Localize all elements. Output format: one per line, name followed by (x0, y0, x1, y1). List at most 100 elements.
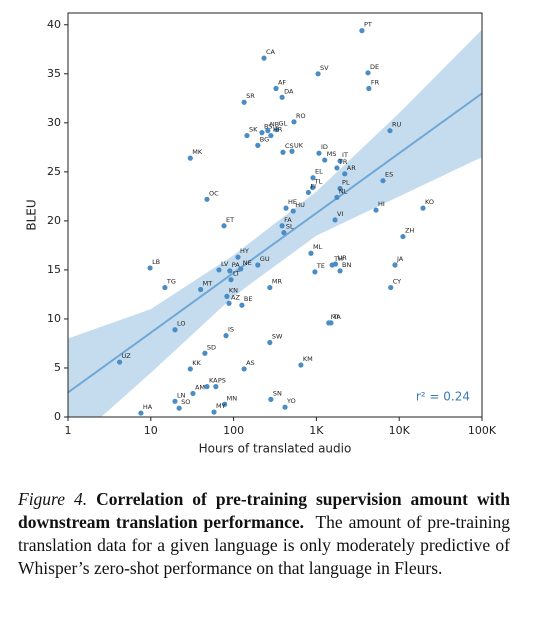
point-label: CY (393, 278, 401, 286)
point (221, 223, 227, 229)
y-tick-label: 15 (47, 263, 61, 276)
point (172, 327, 178, 333)
point (187, 155, 193, 161)
point-label: GL (279, 120, 288, 128)
point-label: FI (310, 182, 316, 190)
point-label: AZ (231, 293, 240, 301)
point (308, 250, 314, 256)
y-tick-label: 5 (54, 361, 61, 374)
y-axis-label: BLEU (25, 199, 39, 230)
point-label: MK (192, 148, 203, 156)
caption: Figure 4. Correlation of pre-training su… (18, 488, 510, 580)
point (380, 178, 386, 184)
point-label: HA (143, 403, 153, 411)
point-label: UK (294, 141, 304, 149)
point (332, 217, 338, 223)
x-tick-label: 1 (65, 424, 72, 437)
chart: Hours of translated audio BLEU r² = 0.24… (25, 12, 497, 456)
point (312, 269, 318, 275)
point (387, 128, 393, 134)
point-label: ET (226, 216, 234, 224)
point (244, 132, 250, 139)
point-label: SR (246, 92, 255, 100)
caption-label: Figure 4. (18, 489, 88, 509)
point-label: AR (347, 164, 356, 172)
point-label: NB (270, 121, 279, 129)
point (172, 398, 178, 404)
point-label: TR (338, 158, 348, 166)
point-label: KO (425, 198, 434, 206)
x-tick-label: 10K (389, 424, 411, 437)
y-tick-label: 0 (54, 410, 61, 423)
point (366, 85, 372, 92)
point-label: KM (303, 355, 313, 363)
point-label: HR (273, 126, 283, 134)
point-label: ES (385, 171, 393, 179)
point-label: LB (152, 258, 160, 266)
point-label: ID (321, 143, 328, 151)
point-label: PS (218, 377, 226, 385)
point (227, 268, 233, 274)
point (267, 339, 273, 346)
point (322, 157, 328, 163)
point-label: CA (266, 48, 276, 56)
point-label: NL (339, 187, 348, 195)
point (224, 293, 230, 299)
point-label: NE (243, 259, 252, 267)
point-label: PT (364, 21, 372, 29)
point-label: ZH (405, 227, 414, 235)
point (281, 230, 287, 236)
point (238, 266, 244, 272)
point-label: TG (166, 278, 176, 286)
point (305, 189, 311, 196)
point-label: LO (177, 320, 186, 328)
point (400, 233, 406, 240)
y-tick-label: 35 (47, 67, 61, 80)
y-tick-label: 10 (47, 312, 61, 325)
point-label: TA (332, 313, 341, 321)
point-label: SD (207, 343, 216, 351)
point-label: IT (342, 151, 348, 159)
point (255, 262, 261, 268)
point (267, 284, 273, 291)
point-label: HI (378, 200, 385, 208)
point-label: JA (396, 255, 404, 263)
point (259, 130, 265, 136)
point-label: VI (337, 210, 343, 218)
point (239, 302, 245, 308)
point-label: BE (244, 295, 253, 303)
point (388, 284, 394, 291)
point-label: BN (342, 261, 351, 269)
point (241, 99, 247, 105)
point (265, 128, 271, 134)
point-label: KA (209, 377, 218, 385)
point (279, 94, 285, 100)
point (392, 262, 398, 268)
x-tick-label: 100K (468, 424, 497, 437)
confidence-band (68, 29, 482, 417)
point-label: KK (192, 359, 201, 367)
point (273, 127, 280, 133)
point-label: MS (327, 150, 337, 158)
y-tick-label: 30 (47, 116, 61, 129)
x-tick-label: 10 (144, 424, 158, 437)
point-label: TH (333, 255, 343, 263)
point-label: SV (320, 64, 329, 72)
point-label: HU (295, 201, 305, 209)
point-label: UR (337, 254, 347, 262)
point (283, 205, 289, 211)
point (316, 150, 322, 156)
point-label: MY (216, 402, 226, 410)
point (190, 390, 196, 397)
point-label: AM (195, 383, 205, 391)
point-label: PA (232, 261, 241, 269)
point (329, 262, 335, 268)
point-label: OC (209, 189, 219, 197)
y-tick-label: 25 (47, 165, 61, 178)
point-label: LV (221, 260, 229, 268)
point (342, 171, 348, 177)
point (261, 55, 267, 61)
point (226, 300, 232, 306)
point (282, 404, 288, 410)
x-axis-label: Hours of translated audio (199, 442, 352, 456)
